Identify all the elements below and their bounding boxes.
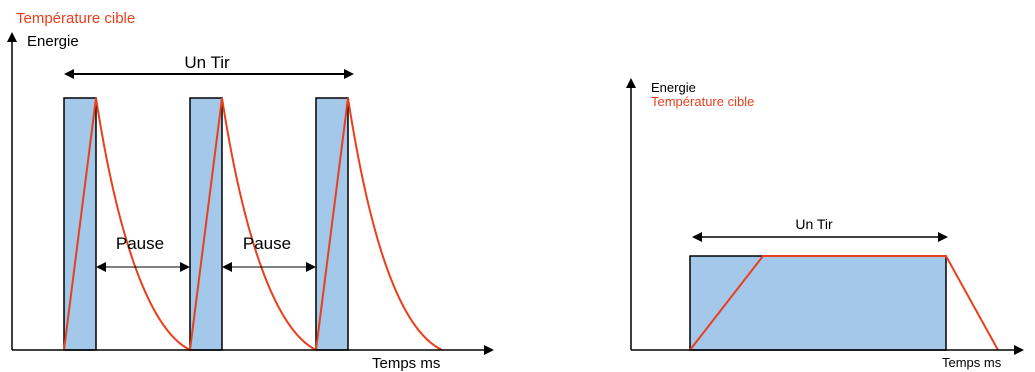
left-diagram: Température cible Energie Un Tir Pause P… bbox=[6, 10, 494, 372]
left-target-temp-label: Température cible bbox=[16, 10, 135, 27]
temperature-curve-left bbox=[63, 97, 443, 352]
left-time-label: Temps ms bbox=[372, 355, 440, 372]
left-shot-label: Un Tir bbox=[184, 53, 230, 72]
right-time-label: Temps ms bbox=[942, 355, 1002, 370]
pause-label-1: Pause bbox=[116, 234, 164, 253]
right-diagram: Energie Température cible Un Tir Temps m… bbox=[626, 78, 1024, 370]
left-energy-label: Energie bbox=[27, 33, 79, 50]
right-target-temp-label: Température cible bbox=[651, 94, 754, 109]
right-shot-label: Un Tir bbox=[795, 216, 833, 232]
pause-label-2: Pause bbox=[243, 234, 291, 253]
temperature-curve-right bbox=[689, 255, 999, 351]
energy-block bbox=[689, 255, 947, 351]
right-energy-label: Energie bbox=[651, 80, 696, 95]
